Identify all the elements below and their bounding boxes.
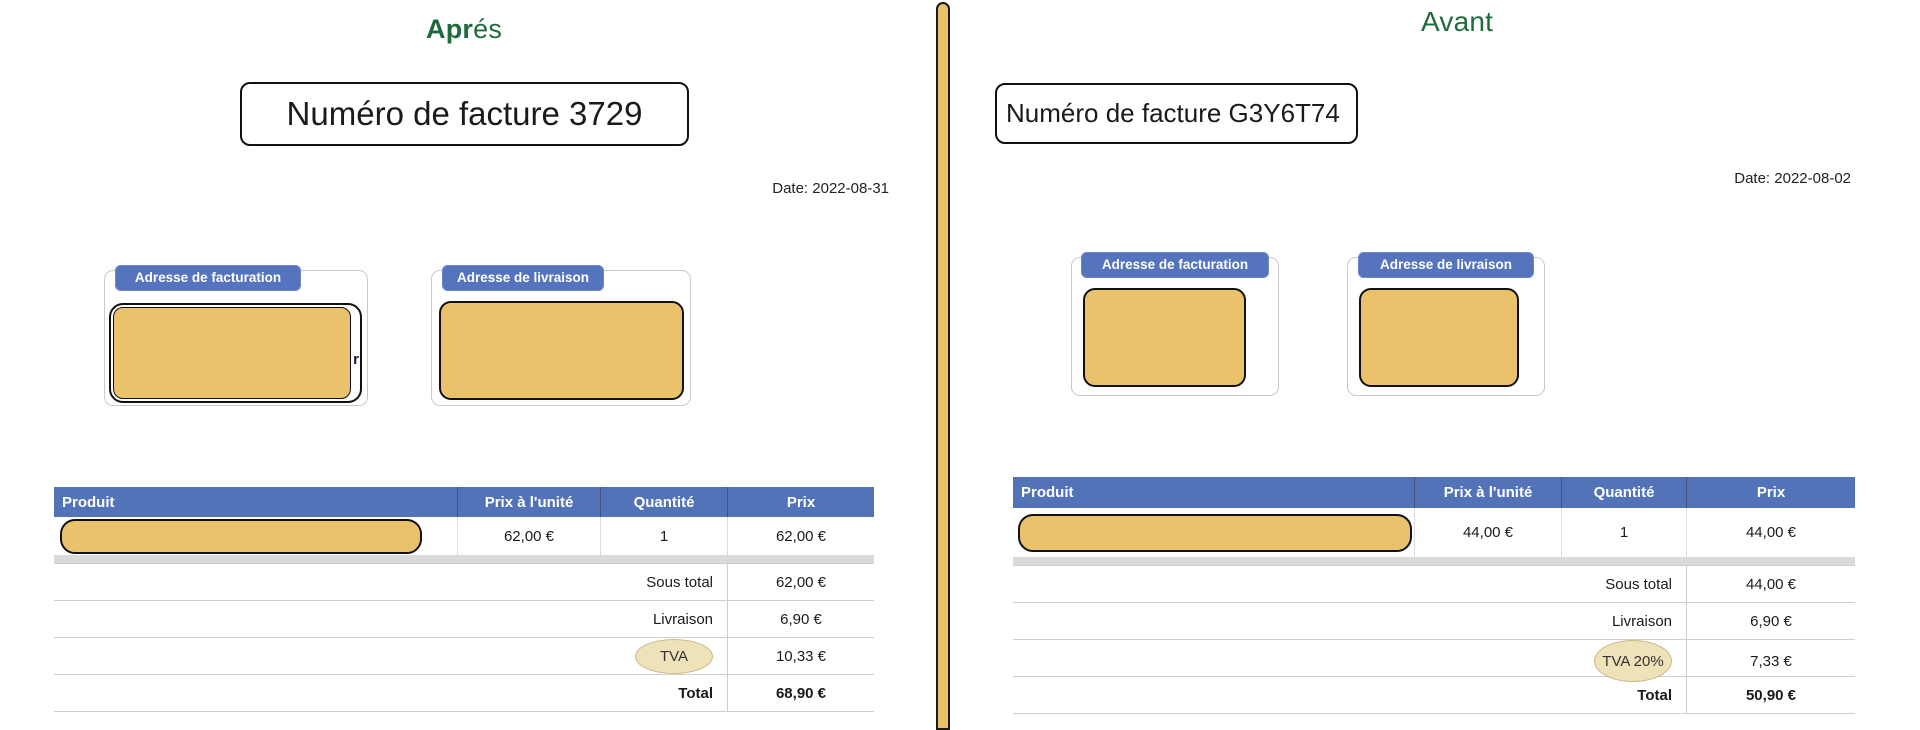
shipping-value: 6,90 € [727, 601, 874, 637]
subtotal-value: 62,00 € [727, 564, 874, 600]
invoice-number-box-after: Numéro de facture 3729 [240, 82, 689, 146]
invoice-table-before: Produit Prix à l'unité Quantité Prix 44,… [1013, 477, 1855, 714]
billing-address-card-before: Adresse de facturation [1071, 252, 1279, 396]
col-header-quantity: Quantité [600, 487, 727, 517]
after-title-bold: Apr [426, 14, 474, 44]
col-header-unit-price: Prix à l'unité [1414, 477, 1561, 508]
unit-price-cell: 62,00 € [457, 517, 600, 555]
subtotal-label: Sous total [646, 573, 713, 591]
table-separator-band [1013, 557, 1855, 565]
total-label: Total [1637, 686, 1672, 704]
invoice-number-after: Numéro de facture 3729 [286, 95, 643, 132]
shipping-row: Livraison 6,90 € [54, 600, 874, 637]
billing-address-label-after: Adresse de facturation [115, 265, 301, 291]
divider-bar [936, 2, 950, 730]
total-value: 68,90 € [727, 675, 874, 711]
shipping-value: 6,90 € [1686, 603, 1855, 639]
shipping-address-label-before: Adresse de livraison [1358, 252, 1534, 278]
tax-label-wrap: TVA 20% [1013, 640, 1686, 682]
shipping-label: Livraison [652, 610, 713, 628]
product-cell [54, 517, 457, 555]
product-cell [1013, 508, 1414, 557]
col-header-price: Prix [727, 487, 874, 517]
total-row: Total 50,90 € [1013, 676, 1855, 714]
billing-address-redaction-before [1083, 288, 1246, 387]
shipping-address-card-after: Adresse de livraison [431, 265, 691, 406]
total-label: Total [678, 684, 713, 702]
billing-address-label-before: Adresse de facturation [1081, 252, 1269, 278]
col-header-price: Prix [1686, 477, 1855, 508]
tax-row: TVA 10,33 € [54, 637, 874, 674]
product-row: 44,00 € 1 44,00 € [1013, 508, 1855, 557]
shipping-address-card-before: Adresse de livraison [1347, 252, 1545, 396]
billing-address-redaction-after: r [109, 303, 362, 403]
table-separator-band [54, 555, 874, 563]
price-cell: 44,00 € [1686, 508, 1855, 557]
product-name-redaction [60, 518, 422, 554]
table-header-row: Produit Prix à l'unité Quantité Prix [54, 487, 874, 517]
subtotal-value: 44,00 € [1686, 566, 1855, 602]
tax-highlight-ellipse: TVA 20% [1594, 640, 1672, 682]
shipping-address-redaction-before [1359, 288, 1519, 387]
redaction-text-artifact: r [353, 351, 359, 368]
shipping-address-label-after: Adresse de livraison [442, 265, 604, 291]
subtotal-label: Sous total [1605, 575, 1672, 593]
tax-row: TVA 20% 7,33 € [1013, 639, 1855, 682]
subtotal-row: Sous total 62,00 € [54, 563, 874, 600]
tax-value: 7,33 € [1686, 640, 1855, 682]
col-header-product: Produit [1021, 484, 1074, 501]
total-row: Total 68,90 € [54, 674, 874, 712]
subtotal-row: Sous total 44,00 € [1013, 565, 1855, 602]
quantity-cell: 1 [600, 517, 727, 555]
billing-address-card-after: Adresse de facturation r [104, 265, 368, 406]
col-header-unit-price: Prix à l'unité [457, 487, 600, 517]
tax-value: 10,33 € [727, 638, 874, 674]
col-header-product: Produit [62, 493, 115, 511]
before-title: Avant [1421, 6, 1494, 37]
price-cell: 62,00 € [727, 517, 874, 555]
invoice-table-after: Produit Prix à l'unité Quantité Prix 62,… [54, 487, 874, 712]
unit-price-cell: 44,00 € [1414, 508, 1561, 557]
invoice-number-box-before: Numéro de facture G3Y6T74 [995, 83, 1358, 144]
total-value: 50,90 € [1686, 677, 1855, 713]
quantity-cell: 1 [1561, 508, 1686, 557]
tax-highlight-ellipse: TVA [635, 638, 713, 674]
shipping-address-redaction-after [439, 301, 684, 400]
table-header-row: Produit Prix à l'unité Quantité Prix [1013, 477, 1855, 508]
invoice-number-before: Numéro de facture G3Y6T74 [1006, 98, 1340, 128]
invoice-date-after: Date: 2022-08-31 [772, 180, 889, 197]
redaction-fill [113, 307, 351, 399]
after-title: Aprés [426, 14, 502, 45]
product-row: 62,00 € 1 62,00 € [54, 517, 874, 555]
col-header-quantity: Quantité [1561, 477, 1686, 508]
after-title-rest: és [473, 14, 503, 44]
tax-label-wrap: TVA [54, 638, 727, 674]
shipping-label: Livraison [1611, 612, 1672, 630]
product-name-redaction [1018, 513, 1412, 552]
shipping-row: Livraison 6,90 € [1013, 602, 1855, 639]
invoice-date-before: Date: 2022-08-02 [1734, 170, 1851, 187]
